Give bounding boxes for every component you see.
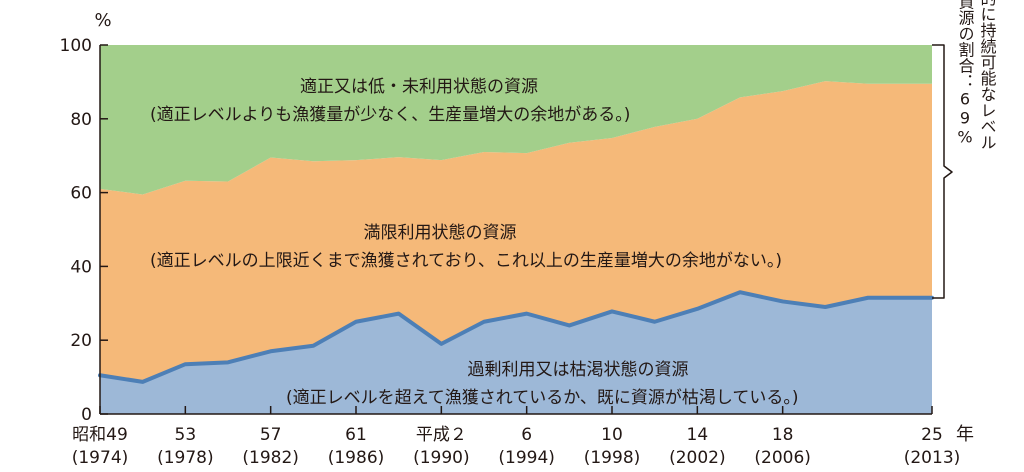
annotation-fully-used-title: 満限利用状態の資源 [364, 223, 517, 243]
x-tick-year-label: (1990) [413, 448, 470, 468]
x-tick-year-label: (2006) [754, 448, 811, 468]
x-tick-year-label: (1986) [328, 448, 385, 468]
x-tick-label: 平成２ [416, 425, 467, 445]
y-tick-label: 100 [60, 36, 92, 56]
x-tick-year-label: (2013) [904, 448, 961, 468]
annotation-overfished-title: 過剰利用又は枯渇状態の資源 [468, 360, 689, 380]
y-tick-label: 0 [81, 405, 92, 425]
overfished-boundary-line [98, 290, 934, 384]
label-layer: 適正又は低・未利用状態の資源 (適正レベルよりも漁獲量が少なく、生産量増大の余地が… [150, 0, 997, 408]
x-tick-year-label: (2002) [669, 448, 726, 468]
axis-layer: 0 20 40 60 80 100% 昭和49 (1974) 53 (1978) 57 (1982) 6… [60, 10, 974, 468]
annotation-overfished-detail: (適正レベルを超えて漁獲されているか、既に資源が枯渇している。) [286, 388, 799, 408]
annotation-underused-title: 適正又は低・未利用状態の資源 [300, 77, 538, 97]
side-label-column-1: 生物学的に持続可能なレベル [978, 0, 997, 150]
annotation-fully-used-detail: (適正レベルの上限近くまで漁獲されており、これ以上の生産量増大の余地がない。) [150, 251, 782, 271]
annotation-underused-detail: (適正レベルよりも漁獲量が少なく、生産量増大の余地がある。) [150, 105, 630, 125]
x-tick-label: 6 [521, 425, 532, 445]
x-tick-label: 25 [921, 425, 943, 445]
x-tick-label: 14 [687, 425, 709, 445]
y-tick-label: 80 [70, 110, 92, 130]
plot-layer [98, 45, 934, 414]
x-tick-label: 18 [772, 425, 794, 445]
area-underused [100, 45, 932, 195]
x-tick-label: 57 [260, 425, 282, 445]
x-tick-year-label: (1978) [157, 448, 214, 468]
x-tick-label: 53 [175, 425, 197, 445]
x-axis-label: 年 [956, 424, 974, 445]
area-overfished [100, 292, 932, 414]
side-label-column-2: にある資源の割合：69% [956, 0, 975, 147]
x-tick-year-label: (1994) [498, 448, 555, 468]
sustainable-range-bracket [932, 44, 953, 299]
y-axis-label: % [94, 10, 111, 31]
x-tick-year-label: (1982) [242, 448, 299, 468]
x-tick-year-label: (1998) [584, 448, 641, 468]
y-tick-label: 20 [70, 331, 92, 351]
x-tick-year-label: (1974) [72, 448, 129, 468]
y-tick-label: 60 [70, 184, 92, 204]
x-tick-label: 61 [345, 425, 367, 445]
x-tick-label: 10 [601, 425, 623, 445]
x-tick-label: 昭和49 [72, 425, 128, 445]
y-tick-label: 40 [70, 257, 92, 277]
area-fully-used [100, 81, 932, 382]
